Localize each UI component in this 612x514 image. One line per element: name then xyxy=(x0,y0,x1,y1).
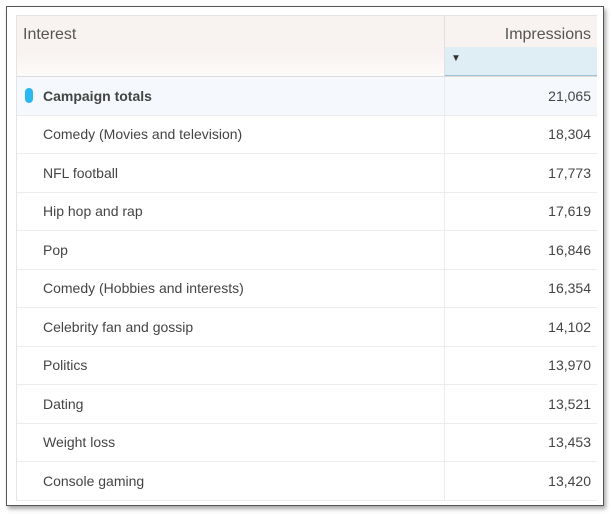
row-label: Console gaming xyxy=(43,472,145,489)
row-impressions: 21,065 xyxy=(444,77,597,115)
row-impressions: 13,420 xyxy=(444,462,597,500)
row-impressions: 18,304 xyxy=(444,115,597,153)
row-label: Comedy (Movies and television) xyxy=(43,126,243,143)
row-impressions: 13,970 xyxy=(444,346,597,384)
table-row: Comedy (Movies and television) 18,304 xyxy=(17,115,597,154)
row-impressions: 16,846 xyxy=(444,231,597,269)
column-header-interest[interactable]: Interest xyxy=(23,26,77,43)
row-label: Weight loss xyxy=(43,434,116,451)
table-row: Comedy (Hobbies and interests) 16,354 xyxy=(17,269,597,308)
row-impressions: 17,773 xyxy=(444,154,597,192)
table-row: Dating 13,521 xyxy=(17,385,597,424)
row-label: Pop xyxy=(43,241,68,258)
table-row: Politics 13,970 xyxy=(17,346,597,385)
sort-bar[interactable]: ▼ xyxy=(445,47,597,76)
table-row: Weight loss 13,453 xyxy=(17,423,597,462)
totals-marker-icon xyxy=(25,88,33,104)
table-row: Celebrity fan and gossip 14,102 xyxy=(17,308,597,347)
row-label: Comedy (Hobbies and interests) xyxy=(43,280,244,297)
row-label: NFL football xyxy=(43,164,118,181)
row-label: Celebrity fan and gossip xyxy=(43,318,194,335)
row-impressions: 14,102 xyxy=(444,308,597,346)
table-header: Interest Impressions ▼ xyxy=(17,15,597,77)
interest-table: Interest Impressions ▼ Campaign totals 2… xyxy=(16,15,597,501)
campaign-totals-row: Campaign totals 21,065 xyxy=(17,77,597,116)
table-row: Hip hop and rap 17,619 xyxy=(17,192,597,231)
row-impressions: 17,619 xyxy=(444,192,597,230)
table-row: NFL football 17,773 xyxy=(17,154,597,193)
row-impressions: 16,354 xyxy=(444,269,597,307)
column-header-impressions[interactable]: Impressions ▼ xyxy=(444,16,597,76)
row-label: Politics xyxy=(43,357,88,374)
impressions-label: Impressions xyxy=(504,26,591,43)
row-impressions: 13,521 xyxy=(444,385,597,423)
table-row: Pop 16,846 xyxy=(17,231,597,270)
sort-descending-icon: ▼ xyxy=(451,53,461,64)
row-impressions: 13,453 xyxy=(444,423,597,461)
table-row: Console gaming 13,420 xyxy=(17,462,597,501)
row-label: Campaign totals xyxy=(43,87,152,104)
row-label: Dating xyxy=(43,395,84,412)
row-label: Hip hop and rap xyxy=(43,203,143,220)
